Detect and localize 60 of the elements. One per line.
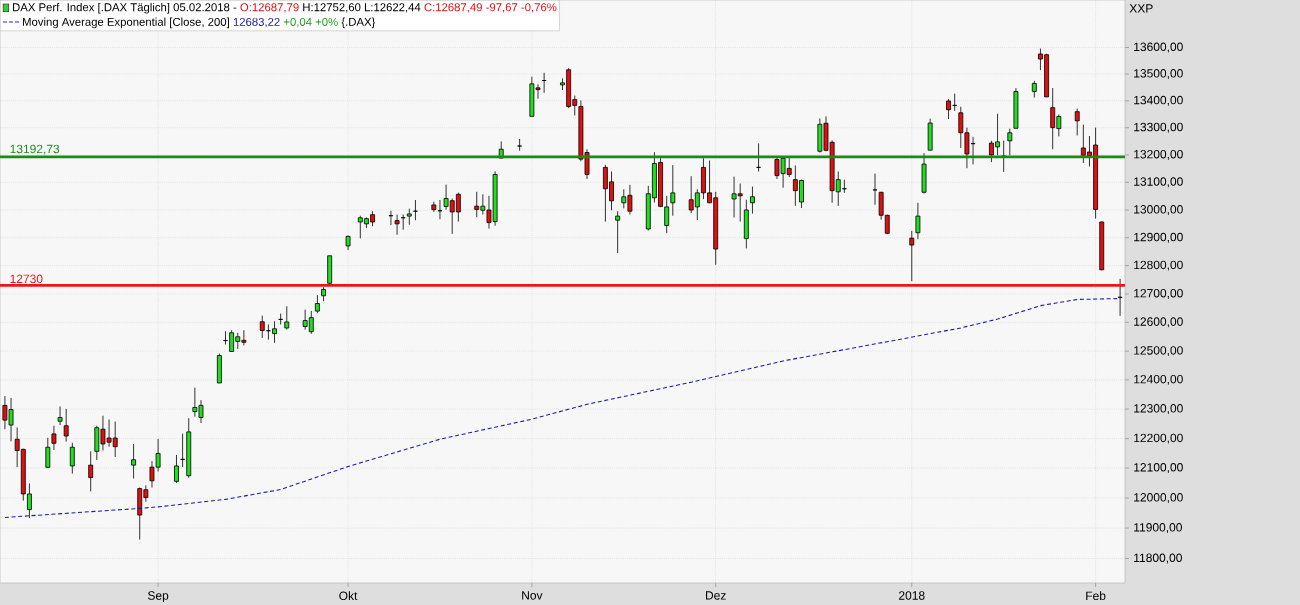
candlestick xyxy=(406,208,412,226)
candlestick xyxy=(394,214,400,236)
annotation: O:12687,79 xyxy=(240,3,299,13)
y-tick-label: 12400,00 xyxy=(1134,374,1183,385)
y-tick-label: 11900,00 xyxy=(1134,523,1182,533)
y-tick-label: 13600,00 xyxy=(1134,42,1183,53)
candlestick xyxy=(131,443,137,479)
candlestick xyxy=(615,210,621,254)
candlestick xyxy=(51,425,57,451)
x-tick-label: Okt xyxy=(339,591,358,601)
x-tick-label: Dez xyxy=(706,591,726,600)
y-tick-label: 12700,00 xyxy=(1134,288,1183,299)
legend-label: Moving Average Exponential [Close, 200] xyxy=(23,17,229,29)
candlestick xyxy=(909,230,915,282)
x-tick-label: Nov xyxy=(522,591,543,600)
annotation: C:12687,49 -97,67 -0,76% xyxy=(424,3,557,13)
x-tick-label: Sep xyxy=(147,591,169,603)
y-tick-label: 13200,00 xyxy=(1134,149,1183,160)
y-tick-label: 13300,00 xyxy=(1134,122,1183,133)
candlestick xyxy=(517,138,523,152)
y-tick-label: 13500,00 xyxy=(1134,69,1183,80)
y-tick-label: 11800,00 xyxy=(1134,553,1182,564)
y-tick-label: 12800,00 xyxy=(1134,260,1183,271)
annotation: {.DAX} xyxy=(341,17,376,29)
candlestick xyxy=(45,437,51,469)
y-tick-label: 12300,00 xyxy=(1134,404,1183,415)
candlestick xyxy=(1074,108,1080,136)
candlestick xyxy=(69,442,75,475)
candlestick xyxy=(57,405,63,426)
x-tick-label: Feb xyxy=(1086,591,1106,601)
y-tick-label: 12900,00 xyxy=(1134,232,1183,243)
y-tick-label: 13000,00 xyxy=(1134,205,1183,215)
chart-title: DAX Perf. Index [.DAX Täglich] xyxy=(13,2,170,14)
annotation: 05.02.2018 - xyxy=(173,3,237,12)
ref-line-label: 13192,73 xyxy=(10,144,60,155)
y-tick-label: 12000,00 xyxy=(1134,493,1183,504)
candlestick xyxy=(1007,128,1013,156)
x-tick-label: 2018 xyxy=(899,591,925,600)
candlestick xyxy=(946,98,951,120)
y-tick-label: 12100,00 xyxy=(1134,463,1183,473)
line-series xyxy=(4,298,1121,518)
y-tick-label: 12500,00 xyxy=(1134,346,1183,357)
annotation: 12683,22 xyxy=(233,17,280,28)
candlestick xyxy=(88,450,94,492)
y-tick-label: 12600,00 xyxy=(1134,317,1183,328)
candlestick xyxy=(284,305,290,330)
candlestick xyxy=(872,173,878,206)
candlestick xyxy=(174,454,179,484)
candlestick xyxy=(63,408,69,443)
ref-line-label: 12730 xyxy=(10,274,43,284)
candlestick xyxy=(915,202,921,240)
candlestick xyxy=(670,164,676,217)
candlestick xyxy=(750,186,755,215)
candlestick xyxy=(272,320,277,344)
annotation: H:12752,60 L:12622,44 xyxy=(303,3,421,13)
annotation: +0,04 +0% xyxy=(283,17,338,28)
y-tick-label: 13100,00 xyxy=(1134,177,1183,188)
y-tick-label: 12200,00 xyxy=(1134,433,1183,444)
y-axis-title: XXP xyxy=(1129,4,1153,13)
y-tick-label: 13400,00 xyxy=(1134,95,1183,106)
